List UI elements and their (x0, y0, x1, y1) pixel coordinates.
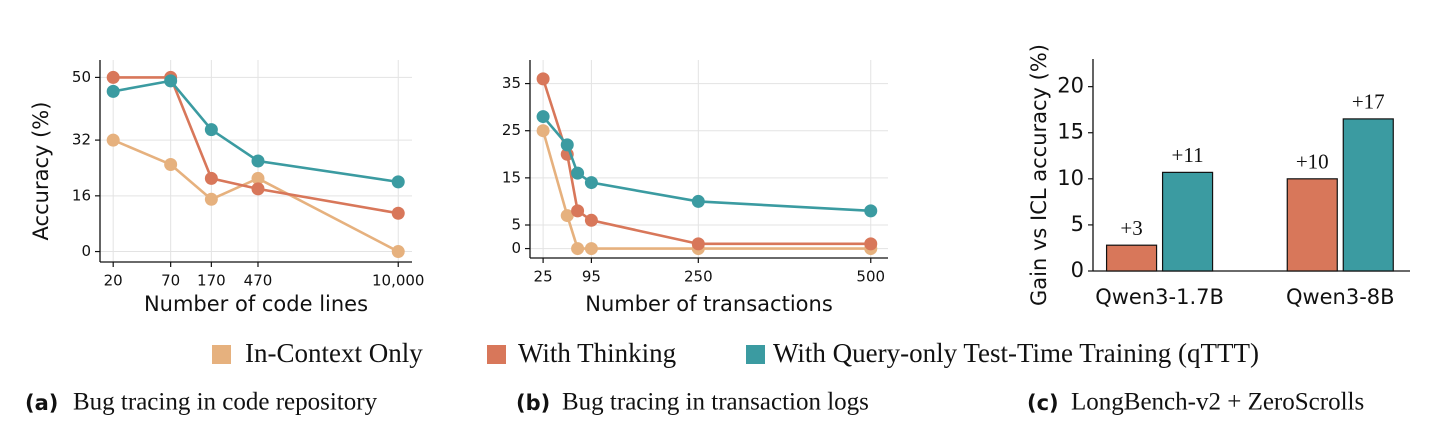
caption: Bug tracing in transaction logs (562, 389, 869, 416)
legend-swatch (746, 345, 765, 364)
legend-swatch (487, 345, 506, 364)
value-label: +3 (1120, 216, 1142, 240)
point (691, 237, 705, 251)
x-tick-label: 500 (856, 268, 885, 286)
point (106, 70, 120, 84)
bar (1342, 118, 1394, 272)
x-tick-label: Qwen3-8B (1286, 285, 1395, 309)
y-tick-label: 20 (1057, 74, 1084, 98)
y-axis-label: Gain vs ICL accuracy (%) (1027, 44, 1051, 306)
x-tick-label: 95 (582, 268, 601, 286)
point (584, 242, 598, 256)
legend-label: With Query-only Test-Time Training (qTTT… (773, 338, 1259, 368)
y-axis-label: Accuracy (%) (29, 102, 53, 241)
value-label: +10 (1296, 150, 1329, 174)
point (391, 175, 405, 189)
y-tick-label: 32 (72, 131, 91, 149)
value-label: +11 (1172, 143, 1204, 167)
point (204, 123, 218, 137)
point (536, 72, 550, 86)
caption: LongBench-v2 + ZeroScrolls (1071, 389, 1364, 416)
y-tick-label: 50 (72, 68, 91, 86)
point (391, 206, 405, 220)
point (536, 110, 550, 124)
legend-label: In-Context Only (245, 338, 423, 368)
point (391, 245, 405, 259)
x-tick-label: 470 (244, 272, 273, 290)
x-tick-label: 20 (104, 272, 123, 290)
point (691, 194, 705, 208)
point (571, 166, 585, 180)
x-axis-label: Number of transactions (585, 292, 833, 316)
x-tick-label: Qwen3-1.7B (1095, 285, 1224, 309)
bar (1286, 178, 1338, 272)
point (106, 84, 120, 98)
point (584, 176, 598, 190)
y-tick-label: 0 (81, 242, 91, 260)
point (560, 209, 574, 223)
point (251, 171, 265, 185)
y-tick-label: 10 (1057, 166, 1084, 190)
x-tick-label: 250 (684, 268, 713, 286)
point (584, 213, 598, 227)
y-tick-label: 25 (502, 121, 521, 139)
line (541, 130, 871, 250)
point (251, 154, 265, 168)
panel-label: (b) (516, 391, 550, 415)
y-tick-label: 0 (511, 239, 521, 257)
y-tick-label: 0 (1071, 258, 1084, 282)
x-tick-label: 170 (197, 272, 226, 290)
point (536, 124, 550, 138)
point (204, 192, 218, 206)
point (164, 157, 178, 171)
legend-label: With Thinking (518, 338, 676, 368)
point (571, 242, 585, 256)
panel-label: (c) (1027, 391, 1059, 415)
point (204, 171, 218, 185)
point (106, 133, 120, 147)
panel-label: (a) (25, 391, 58, 415)
bar (1161, 171, 1214, 272)
y-tick-label: 5 (1071, 212, 1084, 236)
y-tick-label: 15 (1057, 120, 1084, 144)
legend-swatch (212, 345, 231, 364)
point (251, 182, 265, 196)
point (864, 204, 878, 218)
x-axis-label: Number of code lines (144, 292, 368, 316)
x-tick-label: 25 (534, 268, 553, 286)
y-tick-label: 35 (502, 74, 521, 92)
value-label: +17 (1352, 90, 1385, 114)
x-tick-label: 10,000 (372, 272, 425, 290)
y-tick-label: 15 (502, 168, 521, 186)
point (164, 74, 178, 88)
point (864, 237, 878, 251)
point (560, 138, 574, 152)
y-tick-label: 5 (511, 216, 521, 234)
x-tick-label: 70 (161, 272, 180, 290)
point (571, 204, 585, 218)
caption: Bug tracing in code repository (73, 389, 378, 416)
y-tick-label: 16 (72, 186, 91, 204)
bar (1105, 244, 1158, 272)
